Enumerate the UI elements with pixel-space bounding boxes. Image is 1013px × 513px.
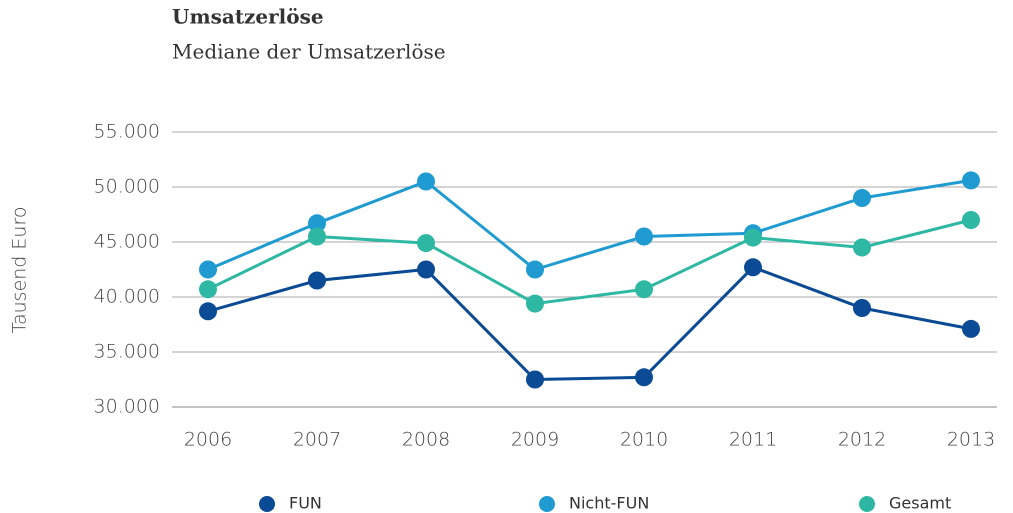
legend-label: FUN [289, 494, 322, 513]
data-point [744, 228, 762, 247]
y-tick-label: 45.000 [94, 231, 160, 253]
chart-subtitle: Mediane der Umsatzerlöse [172, 40, 446, 64]
x-tick-label: 2008 [402, 429, 450, 451]
x-tick-label: 2007 [293, 429, 341, 451]
data-point [962, 319, 980, 338]
data-point [417, 234, 435, 253]
data-point [853, 238, 871, 257]
data-point [744, 258, 762, 277]
data-point [199, 302, 217, 321]
data-point [526, 260, 544, 279]
data-point [308, 214, 326, 233]
x-tick-label: 2009 [511, 429, 559, 451]
y-tick-label: 40.000 [94, 286, 160, 308]
data-point [526, 294, 544, 313]
legend-marker [539, 496, 555, 512]
x-tick-label: 2011 [729, 429, 777, 451]
x-tick-label: 2006 [184, 429, 232, 451]
y-axis-label: Tausend Euro [9, 207, 31, 334]
data-point [853, 189, 871, 207]
x-tick-label: 2013 [947, 429, 995, 451]
data-point [199, 280, 217, 299]
series-line [207, 178, 972, 272]
y-tick-label: 50.000 [94, 176, 160, 198]
data-point [635, 368, 653, 387]
y-tick-label: 35.000 [94, 341, 160, 363]
data-point [635, 280, 653, 299]
data-point [199, 260, 217, 279]
data-point [853, 299, 871, 317]
data-point [962, 211, 980, 229]
x-tick-label: 2010 [620, 429, 668, 451]
chart-title: Umsatzerlöse [172, 5, 324, 29]
legend-label: Nicht-FUN [569, 494, 649, 513]
legend-marker [859, 496, 875, 512]
data-point [308, 227, 326, 246]
x-tick-label: 2012 [838, 429, 886, 451]
y-tick-label: 30.000 [94, 396, 160, 418]
series-line [207, 218, 972, 306]
data-point [962, 171, 980, 190]
data-point [417, 260, 435, 279]
data-point [308, 271, 326, 290]
data-point [526, 370, 544, 389]
legend-marker [259, 496, 275, 512]
legend-label: Gesamt [889, 494, 951, 513]
data-point [635, 227, 653, 246]
data-point [417, 172, 435, 191]
y-tick-label: 55.000 [94, 121, 160, 143]
series-line [207, 265, 972, 382]
